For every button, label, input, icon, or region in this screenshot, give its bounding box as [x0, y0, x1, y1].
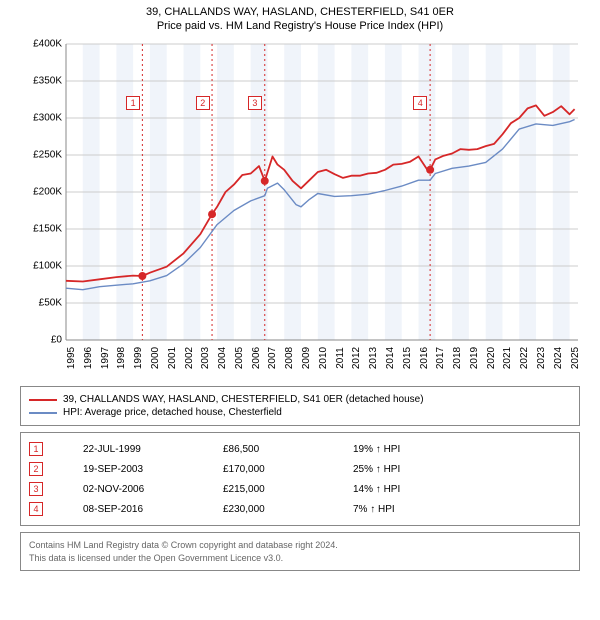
transaction-row: 4 08-SEP-2016£230,0007% ↑ HPI: [21, 499, 579, 519]
legend-label: 39, CHALLANDS WAY, HASLAND, CHESTERFIELD…: [63, 394, 424, 405]
x-axis-label: 2012: [351, 347, 362, 369]
x-axis-label: 2001: [167, 347, 178, 369]
legend-swatch: [29, 408, 57, 418]
x-axis-label: 2022: [519, 347, 530, 369]
x-axis-label: 2005: [234, 347, 245, 369]
y-axis-label: £300K: [33, 113, 62, 124]
x-axis-label: 1999: [133, 347, 144, 369]
transaction-hpi: 7% ↑ HPI: [353, 504, 571, 515]
x-axis-label: 2016: [419, 347, 430, 369]
legend-item: HPI: Average price, detached house, Ches…: [29, 406, 571, 419]
legend-swatch: [29, 395, 57, 405]
y-axis-label: £150K: [33, 224, 62, 235]
transaction-row: 2 19-SEP-2003£170,00025% ↑ HPI: [21, 459, 579, 479]
chart-callout-2: 2: [196, 96, 210, 110]
transaction-hpi: 25% ↑ HPI: [353, 464, 571, 475]
x-axis-label: 2009: [301, 347, 312, 369]
x-axis-label: 1995: [66, 347, 77, 369]
transaction-hpi: 14% ↑ HPI: [353, 484, 571, 495]
title-line-1: 39, CHALLANDS WAY, HASLAND, CHESTERFIELD…: [8, 6, 592, 18]
x-axis-label: 2018: [452, 347, 463, 369]
transaction-marker: 2: [29, 462, 43, 476]
x-axis-label: 2010: [318, 347, 329, 369]
y-axis-label: £400K: [33, 39, 62, 50]
transaction-price: £170,000: [223, 464, 353, 475]
transaction-price: £86,500: [223, 444, 353, 455]
x-axis-label: 2003: [200, 347, 211, 369]
transaction-marker: 3: [29, 482, 43, 496]
x-axis-label: 1996: [83, 347, 94, 369]
y-axis-label: £100K: [33, 261, 62, 272]
transaction-date: 22-JUL-1999: [83, 444, 223, 455]
y-axis-label: £0: [51, 335, 62, 346]
transaction-date: 02-NOV-2006: [83, 484, 223, 495]
title-line-2: Price paid vs. HM Land Registry's House …: [8, 20, 592, 32]
transactions-table: 1 22-JUL-1999£86,50019% ↑ HPI 2 19-SEP-2003…: [20, 432, 580, 526]
transaction-row: 3 02-NOV-2006£215,00014% ↑ HPI: [21, 479, 579, 499]
transaction-date: 08-SEP-2016: [83, 504, 223, 515]
chart-callout-1: 1: [126, 96, 140, 110]
attribution: Contains HM Land Registry data © Crown c…: [20, 532, 580, 571]
x-axis-label: 2002: [184, 347, 195, 369]
attribution-line-2: This data is licensed under the Open Gov…: [29, 552, 571, 565]
x-axis-label: 2020: [486, 347, 497, 369]
transaction-price: £230,000: [223, 504, 353, 515]
legend: 39, CHALLANDS WAY, HASLAND, CHESTERFIELD…: [20, 386, 580, 426]
transaction-date: 19-SEP-2003: [83, 464, 223, 475]
transaction-hpi: 19% ↑ HPI: [353, 444, 571, 455]
x-axis-label: 2017: [435, 347, 446, 369]
chart-titles: 39, CHALLANDS WAY, HASLAND, CHESTERFIELD…: [8, 6, 592, 32]
y-axis-label: £50K: [39, 298, 62, 309]
x-axis-label: 2015: [402, 347, 413, 369]
price-chart: 1 2 3 4 £0 £50K £100K £150K £200K £250K £300K £350K…: [20, 40, 580, 380]
legend-item: 39, CHALLANDS WAY, HASLAND, CHESTERFIELD…: [29, 393, 571, 406]
x-axis-label: 1997: [100, 347, 111, 369]
x-axis-label: 2000: [150, 347, 161, 369]
x-axis-label: 2024: [553, 347, 564, 369]
y-axis-label: £250K: [33, 150, 62, 161]
transaction-marker: 1: [29, 442, 43, 456]
attribution-line-1: Contains HM Land Registry data © Crown c…: [29, 539, 571, 552]
x-axis-label: 2025: [570, 347, 581, 369]
x-axis-label: 2008: [284, 347, 295, 369]
x-axis-label: 2023: [536, 347, 547, 369]
x-axis-label: 2014: [385, 347, 396, 369]
x-axis-label: 2007: [267, 347, 278, 369]
transaction-price: £215,000: [223, 484, 353, 495]
legend-label: HPI: Average price, detached house, Ches…: [63, 407, 282, 418]
x-axis-label: 2006: [251, 347, 262, 369]
x-axis-label: 2013: [368, 347, 379, 369]
x-axis-label: 2011: [335, 347, 346, 369]
x-axis-label: 2019: [469, 347, 480, 369]
x-axis-label: 2021: [502, 347, 513, 369]
chart-callout-4: 4: [413, 96, 427, 110]
y-axis-label: £200K: [33, 187, 62, 198]
x-axis-label: 1998: [116, 347, 127, 369]
y-axis-label: £350K: [33, 76, 62, 87]
transaction-row: 1 22-JUL-1999£86,50019% ↑ HPI: [21, 439, 579, 459]
x-axis-label: 2004: [217, 347, 228, 369]
transaction-marker: 4: [29, 502, 43, 516]
chart-callout-3: 3: [248, 96, 262, 110]
